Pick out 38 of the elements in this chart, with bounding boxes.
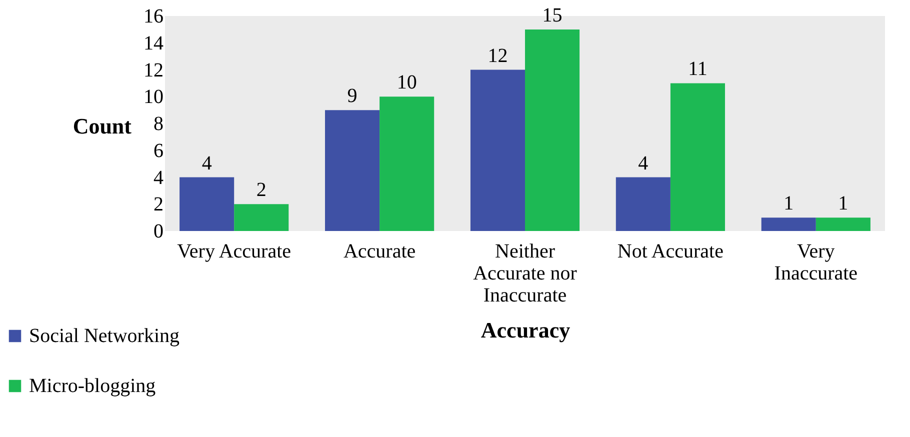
y-tick-label: 14 bbox=[144, 32, 164, 54]
data-label: 9 bbox=[347, 85, 358, 108]
data-label: 12 bbox=[488, 44, 508, 67]
bar bbox=[234, 204, 289, 231]
bar bbox=[325, 110, 380, 231]
data-label: 1 bbox=[838, 192, 848, 215]
y-tick-label: 2 bbox=[154, 194, 164, 216]
y-axis-title: Count bbox=[72, 114, 132, 138]
bar bbox=[670, 83, 725, 231]
x-tick-label: Accurate bbox=[343, 240, 416, 262]
data-label: 11 bbox=[688, 58, 708, 80]
x-tick-label: Very Inaccurate bbox=[774, 240, 858, 284]
bar bbox=[616, 177, 670, 231]
legend-label: Micro-blogging bbox=[29, 375, 156, 397]
x-tick-label: Not Accurate bbox=[617, 240, 724, 262]
legend-label: Social Networking bbox=[29, 325, 180, 347]
x-axis-title: Accuracy bbox=[480, 318, 570, 342]
data-label: 4 bbox=[202, 152, 212, 174]
bar bbox=[470, 70, 525, 231]
y-tick-label: 4 bbox=[154, 166, 164, 189]
data-label: 4 bbox=[638, 152, 648, 174]
y-tick-label: 12 bbox=[144, 59, 164, 82]
bar bbox=[761, 218, 816, 231]
bar bbox=[380, 96, 434, 231]
bar bbox=[180, 177, 234, 231]
y-tick-label: 8 bbox=[154, 113, 164, 135]
y-tick-label: 6 bbox=[154, 140, 164, 162]
x-tick-label: Neither Accurate nor Inaccurate bbox=[473, 240, 578, 306]
bar bbox=[816, 218, 870, 231]
y-tick-label: 16 bbox=[144, 6, 164, 28]
data-label: 10 bbox=[396, 72, 417, 94]
data-label: 1 bbox=[784, 192, 794, 215]
bar bbox=[525, 29, 580, 231]
x-tick-label: Very Accurate bbox=[177, 240, 292, 262]
data-label: 15 bbox=[542, 4, 562, 26]
y-tick-label: 10 bbox=[144, 86, 164, 108]
y-tick-label: 0 bbox=[154, 220, 164, 242]
data-label: 2 bbox=[256, 179, 266, 202]
